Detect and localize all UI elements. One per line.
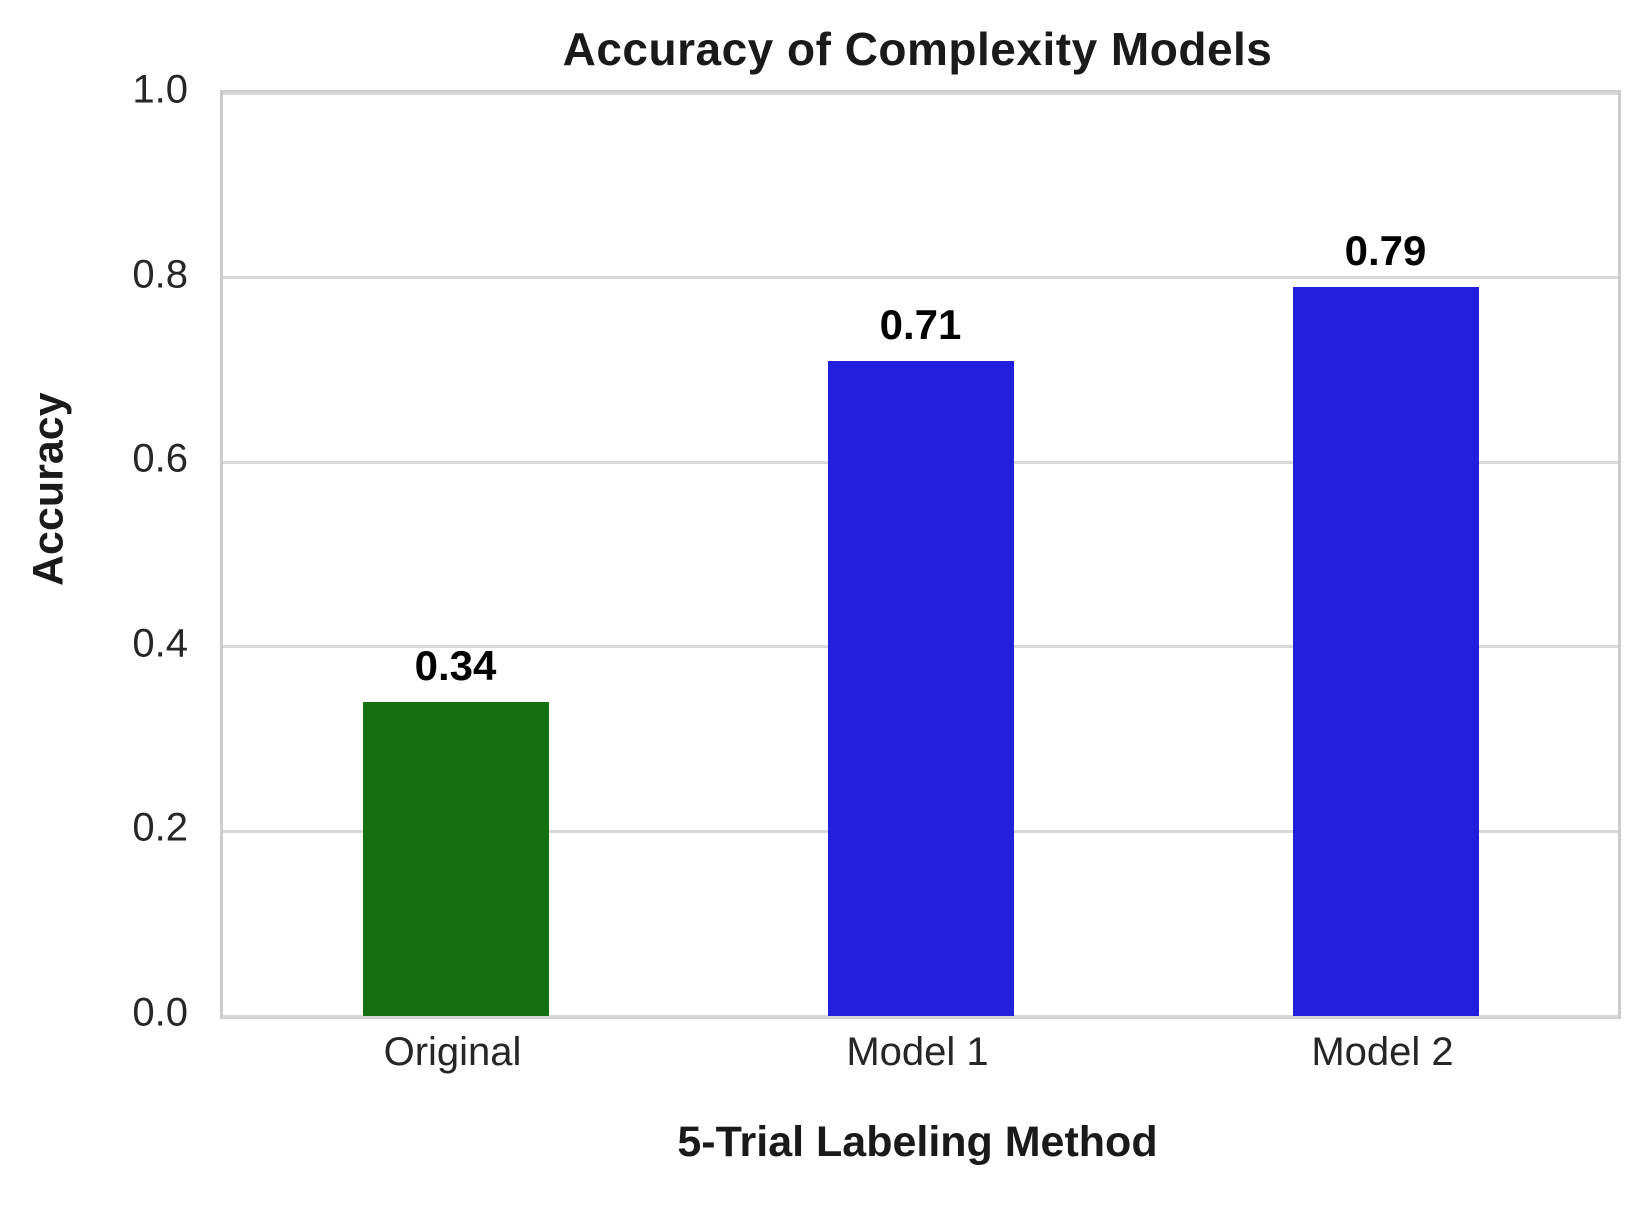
bar-value-label-model-2: 0.79 <box>1344 226 1427 274</box>
bar-value-label-original: 0.34 <box>414 642 497 690</box>
plot-area: 0.34 0.71 0.79 <box>220 90 1621 1019</box>
y-tick-label-0.2: 0.2 <box>132 805 188 850</box>
x-tick-label-model-2: Model 2 <box>1311 1030 1454 1074</box>
x-tick-label-original: Original <box>383 1030 522 1074</box>
gridline-y-1.0 <box>223 91 1618 95</box>
y-tick-label-0.6: 0.6 <box>132 436 188 481</box>
chart-title: Accuracy of Complexity Models <box>562 23 1273 75</box>
gridline-y-0.8 <box>223 276 1618 280</box>
x-tick-label-model-1: Model 1 <box>846 1030 989 1074</box>
bar-model-1 <box>827 360 1014 1016</box>
bar-original <box>362 702 549 1016</box>
gridline-y-0.0 <box>223 1014 1618 1018</box>
y-tick-label-1.0: 1.0 <box>132 67 188 112</box>
y-axis-label-text: Accuracy <box>24 392 73 586</box>
x-axis-label: 5-Trial Labeling Method <box>677 1118 1158 1166</box>
bar-value-label-model-1: 0.71 <box>879 300 962 348</box>
y-tick-label-0.0: 0.0 <box>132 990 188 1035</box>
y-axis-label: Accuracy <box>25 392 74 586</box>
y-tick-label-0.4: 0.4 <box>132 621 188 666</box>
bar-model-2 <box>1292 286 1479 1016</box>
y-tick-label-0.8: 0.8 <box>132 252 188 297</box>
